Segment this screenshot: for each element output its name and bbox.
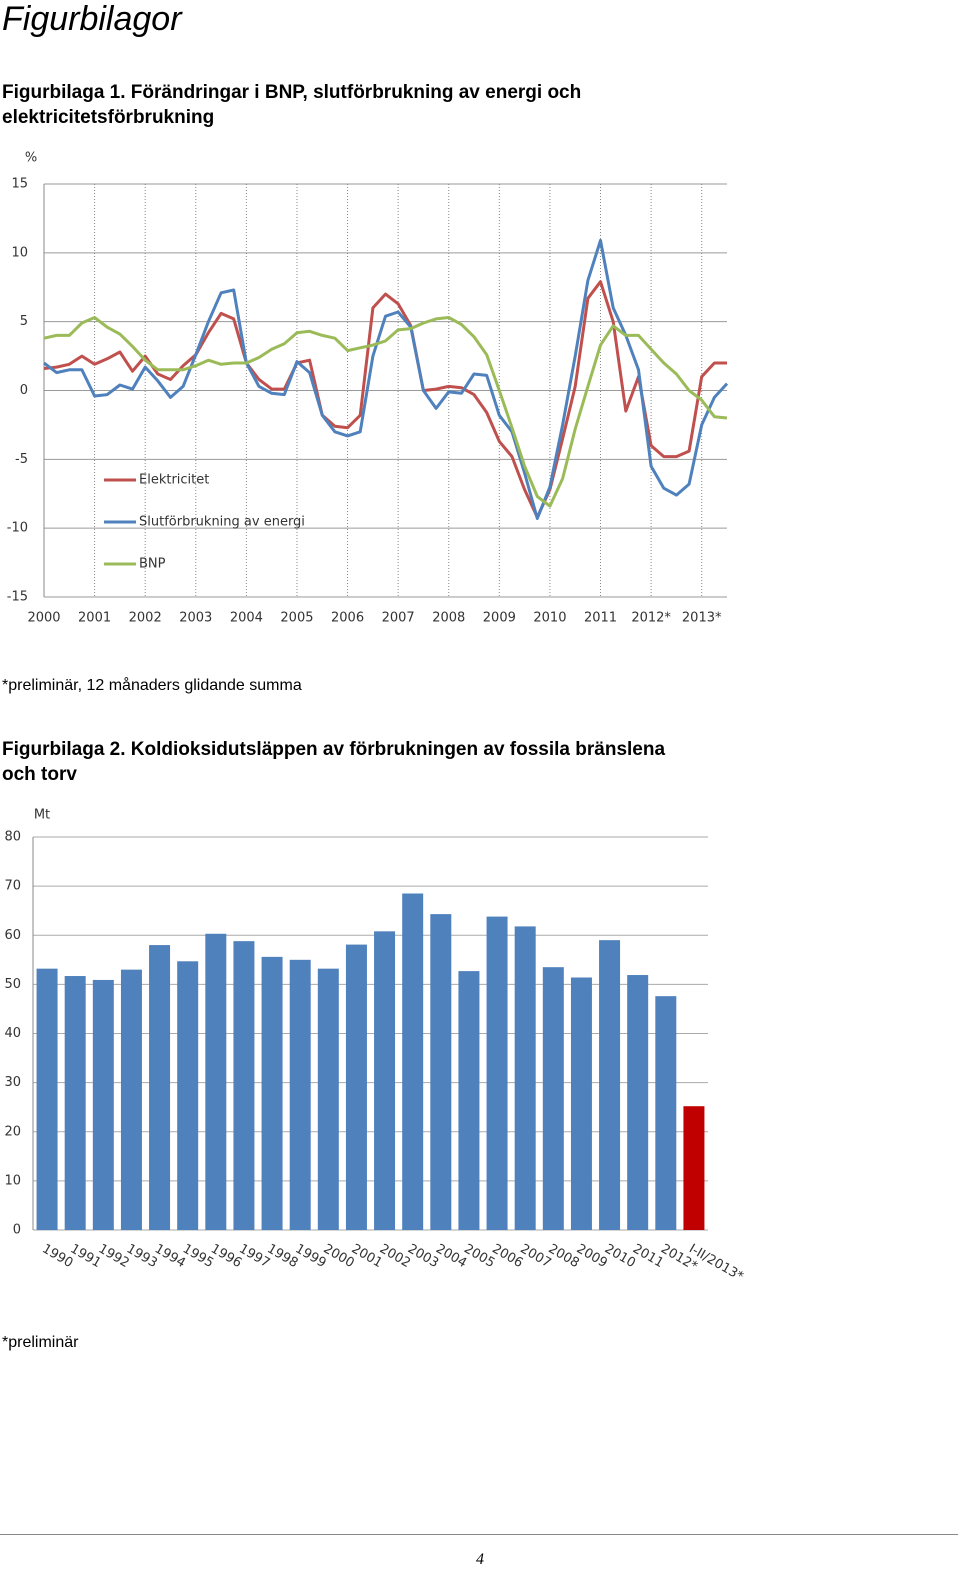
x-tick-label: 2010 <box>602 1242 638 1272</box>
x-tick-label: 2001 <box>78 611 111 626</box>
bar <box>64 976 86 1230</box>
y-tick-label: 80 <box>4 830 21 845</box>
y-tick-label: 0 <box>13 1223 21 1238</box>
bar <box>627 975 649 1230</box>
bar-chart: Mt01020304050607080199019911992199319941… <box>4 808 746 1285</box>
page-title: Figurbilagor <box>2 0 182 38</box>
bar <box>458 971 480 1230</box>
figure-caption: Figurbilaga 1. Förändringar i BNP, slutf… <box>2 82 582 128</box>
x-tick-label: 1998 <box>264 1242 300 1272</box>
legend-label: BNP <box>139 557 166 572</box>
x-tick-label: 2006 <box>489 1242 525 1272</box>
series-line <box>43 316 728 508</box>
y-tick-label: 30 <box>4 1075 21 1090</box>
x-tick-label: 2008 <box>546 1242 582 1272</box>
x-tick-label: 1991 <box>67 1242 103 1272</box>
x-tick-label: 2002 <box>129 611 162 626</box>
figure-caption: Figurbilaga 2. Koldioksidutsläppen av fö… <box>2 739 666 785</box>
bar <box>36 968 58 1230</box>
bar <box>177 961 199 1230</box>
x-tick-label: 2011 <box>630 1242 666 1272</box>
x-tick-label: 2003 <box>405 1242 441 1272</box>
x-tick-label: 2005 <box>461 1242 497 1272</box>
x-tick-label: 2011 <box>584 611 617 626</box>
y-tick-label: 20 <box>4 1124 21 1139</box>
footer-rule <box>0 1534 958 1535</box>
x-tick-label: 1999 <box>292 1242 328 1272</box>
x-tick-label: 2000 <box>321 1242 357 1272</box>
x-tick-label: 2001 <box>349 1242 385 1272</box>
bar <box>599 940 621 1230</box>
bar <box>289 959 311 1230</box>
bar <box>92 979 114 1230</box>
x-tick-label: 1996 <box>208 1242 244 1272</box>
y-tick-label: 15 <box>11 177 28 192</box>
y-tick-label: 10 <box>11 245 28 260</box>
bar <box>430 914 452 1230</box>
y-tick-label: 60 <box>4 928 21 943</box>
bar <box>570 977 592 1230</box>
bar <box>149 945 171 1230</box>
legend-label: Slutförbrukning av energi <box>139 515 305 530</box>
bar <box>486 916 508 1230</box>
y-tick-label: 0 <box>20 383 28 398</box>
x-tick-label: 2013* <box>682 611 722 626</box>
bar <box>514 926 536 1230</box>
figure-note: *preliminär, 12 månaders glidande summa <box>2 677 302 694</box>
figure-note: *preliminär <box>2 1334 79 1351</box>
series-line <box>43 280 727 519</box>
x-tick-label: 2012* <box>631 611 671 626</box>
bar <box>345 944 367 1230</box>
bar <box>205 933 227 1230</box>
x-tick-label: 2004 <box>433 1242 469 1272</box>
y-tick-label: 10 <box>4 1173 21 1188</box>
x-tick-label: 2000 <box>27 611 60 626</box>
bar <box>317 968 339 1230</box>
y-tick-label: 50 <box>4 977 21 992</box>
y-tick-label: -5 <box>15 452 28 467</box>
x-tick-label: 1992 <box>96 1242 132 1272</box>
x-tick-label: 2007 <box>382 611 415 626</box>
x-tick-label: 2004 <box>230 611 263 626</box>
x-tick-label: 2009 <box>483 611 516 626</box>
bar <box>542 967 564 1230</box>
x-tick-label: 2009 <box>574 1242 610 1272</box>
y-tick-label: 40 <box>4 1026 21 1041</box>
x-tick-label: 1997 <box>236 1242 272 1272</box>
line-chart: % -15 -10 -5 0 5 10 15 2000 2001 2002 2003 2004 2005 2… <box>7 151 729 626</box>
x-tick-label: 2005 <box>280 611 313 626</box>
x-tick-label: 1993 <box>124 1242 160 1272</box>
x-tick-label: 2008 <box>432 611 465 626</box>
x-tick-label: 1990 <box>39 1242 75 1272</box>
bar <box>233 941 255 1230</box>
bar <box>683 1106 705 1230</box>
x-tick-label: 2006 <box>331 611 364 626</box>
bar <box>655 996 677 1230</box>
y-tick-label: -15 <box>7 590 28 605</box>
y-unit: % <box>25 151 37 166</box>
page-number: 4 <box>476 1551 484 1568</box>
y-tick-label: 70 <box>4 879 21 894</box>
bar <box>374 931 396 1230</box>
series-line <box>43 238 729 520</box>
legend-label: Elektricitet <box>139 473 209 488</box>
x-tick-label: 1995 <box>180 1242 216 1272</box>
bar <box>402 893 424 1230</box>
x-tick-label: 2010 <box>533 611 566 626</box>
bar <box>261 956 283 1230</box>
x-tick-label: 1994 <box>152 1242 188 1272</box>
x-tick-label: 2003 <box>179 611 212 626</box>
x-tick-label: 2007 <box>517 1242 553 1272</box>
bar <box>120 969 142 1230</box>
y-tick-label: -10 <box>7 521 28 536</box>
x-tick-label: 2002 <box>377 1242 413 1272</box>
y-unit: Mt <box>34 808 50 823</box>
y-tick-label: 5 <box>20 314 28 329</box>
